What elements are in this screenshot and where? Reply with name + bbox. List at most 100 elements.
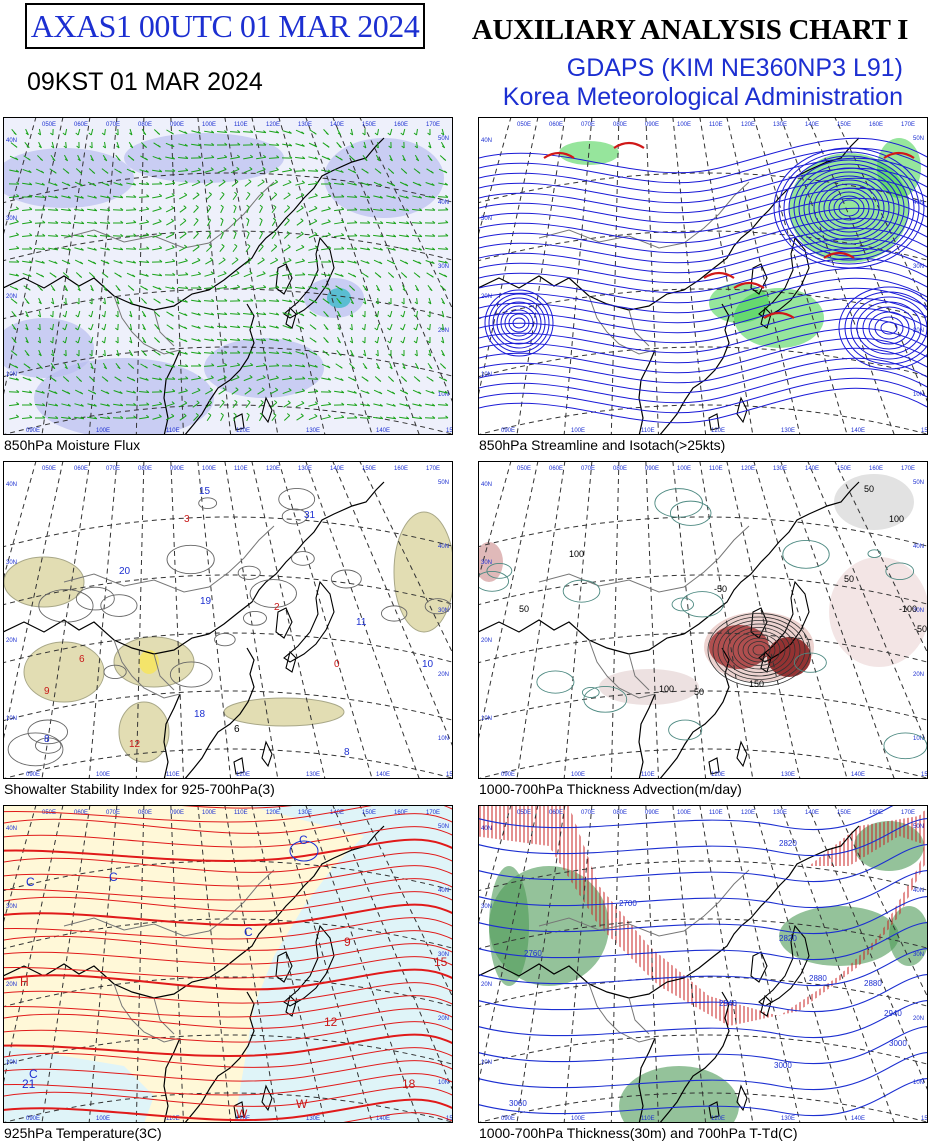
flux-arrow (295, 402, 305, 408)
flux-arrow (282, 259, 292, 265)
flux-arrow (204, 352, 214, 354)
flux-arrowhead (301, 192, 305, 196)
latitude-label: 20N (6, 294, 17, 300)
latitude-label: 10N (438, 736, 449, 742)
flux-arrowhead (210, 338, 215, 342)
flux-arrowhead (315, 272, 319, 276)
flux-arrow (139, 183, 149, 185)
longitude-label: 130E (306, 428, 320, 434)
isotherm (4, 806, 452, 823)
longitude-label: 130E (298, 810, 312, 816)
flux-arrow (9, 208, 19, 212)
longitude-label: 150E (362, 122, 376, 128)
flux-arrow (87, 195, 97, 199)
flux-arrowhead (25, 340, 29, 344)
flux-arrow (295, 182, 305, 186)
flux-arrow (125, 209, 137, 211)
flux-arrowhead (405, 261, 409, 265)
flux-arrow (65, 141, 67, 149)
latitude-label: 10N (438, 392, 449, 398)
contour-label: H (20, 975, 29, 989)
ssi-contour (237, 565, 261, 580)
longitude-label: 090E (645, 810, 659, 816)
isotherm (4, 1086, 452, 1107)
flux-arrowhead (340, 219, 345, 223)
flux-arrow (113, 260, 123, 264)
flux-arrowhead (15, 365, 19, 369)
flux-arrow (51, 297, 55, 305)
flux-arrowhead (286, 413, 291, 416)
flux-arrow (412, 208, 422, 212)
flux-arrowhead (198, 363, 202, 367)
flux-arrow (9, 221, 19, 225)
flux-arrowhead (55, 207, 59, 211)
streamline (479, 297, 927, 334)
flux-arrow (347, 404, 357, 406)
flux-arrowhead (62, 327, 66, 331)
streamline (479, 157, 927, 194)
flux-arrowhead (198, 143, 202, 147)
flux-arrow (257, 181, 265, 187)
longitude-line (170, 462, 184, 778)
flux-arrowhead (77, 158, 81, 162)
latitude-line (479, 976, 927, 1008)
flux-arrow (347, 390, 357, 394)
longitude-line (726, 118, 801, 434)
flux-arrowhead (91, 379, 95, 382)
flux-arrowhead (327, 414, 331, 418)
flux-arrow (295, 390, 305, 394)
flux-arrow (217, 286, 227, 290)
flux-arrow (321, 208, 331, 212)
flux-arrowhead (159, 259, 163, 263)
flux-arrowhead (94, 234, 98, 238)
flux-arrow (191, 389, 201, 395)
latitude-label: 40N (6, 482, 17, 488)
flux-arrowhead (68, 234, 72, 238)
flux-arrow (35, 248, 45, 250)
flux-arrowhead (184, 339, 188, 343)
flux-arrowhead (53, 378, 57, 382)
flux-arrow (399, 403, 409, 407)
flux-arrowhead (14, 353, 18, 356)
flux-arrowhead (55, 416, 59, 419)
flux-arrowhead (250, 142, 254, 146)
flux-arrowhead (393, 221, 397, 224)
contour-label: W (296, 1097, 308, 1111)
flux-arrowhead (260, 399, 264, 403)
flux-arrowhead (198, 351, 202, 355)
flux-arrow (113, 390, 123, 394)
flux-arrowhead (340, 378, 344, 381)
flux-arrowhead (337, 327, 341, 331)
flux-arrow (428, 349, 432, 357)
flux-arrowhead (444, 274, 448, 278)
flux-arrowhead (143, 145, 147, 148)
longitude-label: 120E (711, 1116, 725, 1122)
longitude-label: 050E (42, 466, 56, 472)
flux-arrowhead (222, 179, 226, 183)
flux-arrow (100, 222, 110, 224)
flux-arrowhead (314, 364, 318, 368)
longitude-line (88, 118, 118, 434)
flux-arrowhead (367, 207, 371, 211)
flux-arrowhead (354, 194, 358, 198)
flux-arrow (230, 286, 240, 290)
thickness-contour (479, 844, 927, 883)
flux-arrowhead (143, 132, 147, 136)
flux-arrowhead (132, 182, 137, 186)
flux-arrowhead (224, 338, 228, 341)
flux-arrowhead (207, 217, 211, 221)
flux-arrow (308, 415, 318, 421)
flux-arrowhead (91, 275, 96, 278)
flux-arrow (9, 247, 19, 251)
flux-arrow (165, 260, 175, 264)
streamline (479, 277, 927, 314)
flux-arrowhead (288, 167, 293, 171)
flux-arrowhead (262, 375, 266, 378)
flux-arrowhead (66, 275, 70, 278)
longitude-line (610, 806, 620, 1122)
longitude-label: 150E (921, 428, 928, 434)
flux-arrowhead (90, 288, 94, 292)
longitude-label: 150E (446, 772, 453, 778)
flux-arrow (126, 390, 136, 394)
flux-arrowhead (68, 221, 72, 224)
